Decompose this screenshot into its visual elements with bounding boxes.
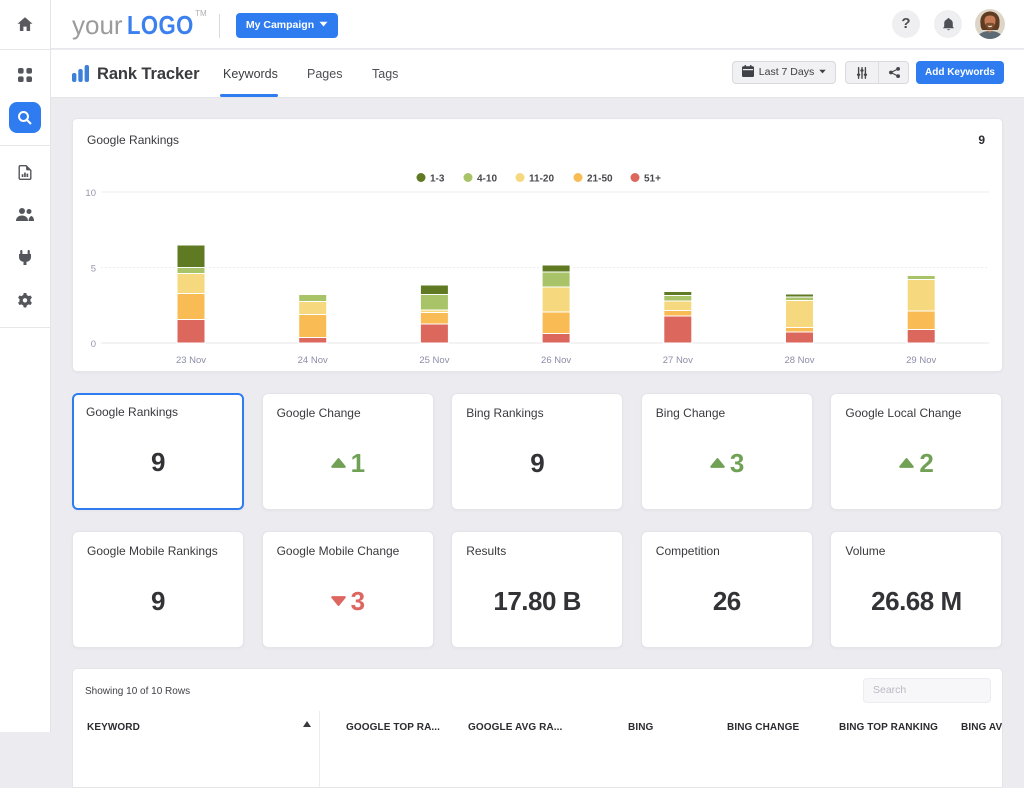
svg-text:4-10: 4-10 [477,174,497,185]
svg-text:5: 5 [91,264,96,275]
svg-text:21-50: 21-50 [587,174,613,185]
svg-text:27 Nov: 27 Nov [663,355,693,366]
svg-text:1-3: 1-3 [430,174,445,185]
svg-text:23 Nov: 23 Nov [176,355,206,366]
svg-text:51+: 51+ [644,174,661,185]
svg-text:28 Nov: 28 Nov [784,355,814,366]
svg-text:29 Nov: 29 Nov [906,355,936,366]
svg-text:0: 0 [91,339,96,350]
svg-text:24 Nov: 24 Nov [298,355,328,366]
svg-text:25 Nov: 25 Nov [419,355,449,366]
svg-text:26 Nov: 26 Nov [541,355,571,366]
svg-text:11-20: 11-20 [529,174,554,185]
svg-text:10: 10 [85,188,96,199]
